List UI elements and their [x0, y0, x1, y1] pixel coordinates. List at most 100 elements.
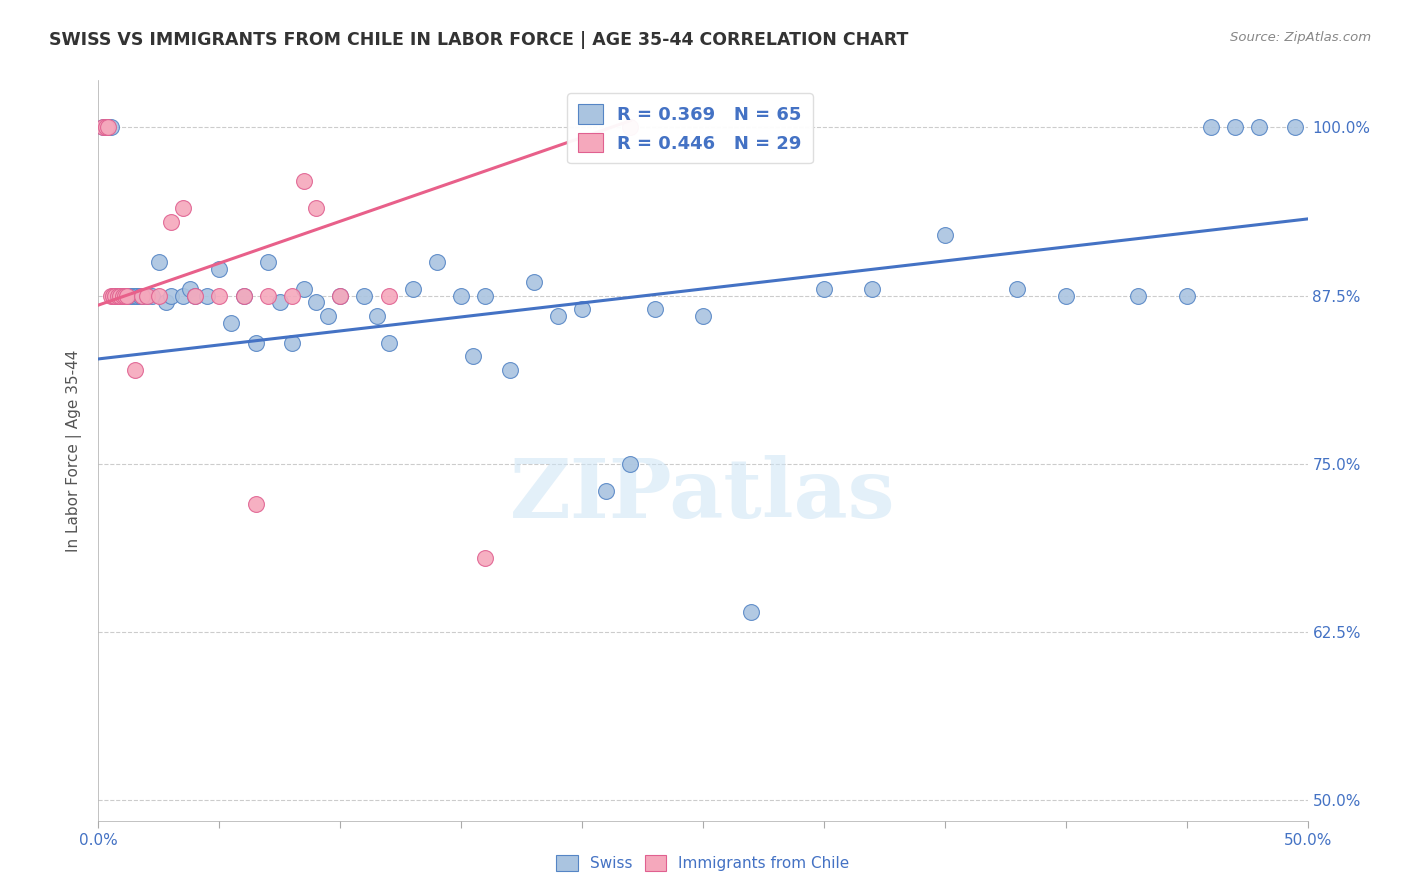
Point	[1284, 120, 1306, 135]
Point	[245, 335, 267, 350]
Point	[114, 288, 136, 302]
Point	[329, 288, 352, 302]
Point	[208, 288, 231, 302]
Point	[426, 255, 449, 269]
Point	[1128, 288, 1150, 302]
Point	[232, 288, 254, 302]
Point	[1223, 120, 1246, 135]
Point	[450, 288, 472, 302]
Point	[100, 288, 122, 302]
Point	[148, 255, 170, 269]
Text: SWISS VS IMMIGRANTS FROM CHILE IN LABOR FORCE | AGE 35-44 CORRELATION CHART: SWISS VS IMMIGRANTS FROM CHILE IN LABOR …	[49, 31, 908, 49]
Point	[91, 120, 114, 135]
Point	[118, 288, 141, 302]
Point	[107, 288, 129, 302]
Text: ZIPatlas: ZIPatlas	[510, 455, 896, 535]
Point	[474, 288, 496, 302]
Point	[127, 288, 149, 302]
Point	[644, 302, 666, 317]
Y-axis label: In Labor Force | Age 35-44: In Labor Force | Age 35-44	[66, 350, 83, 551]
Point	[813, 282, 835, 296]
Point	[292, 174, 315, 188]
Point	[571, 302, 593, 317]
Point	[101, 288, 124, 302]
Point	[619, 457, 641, 471]
Point	[141, 288, 163, 302]
Point	[121, 288, 143, 302]
Point	[377, 288, 399, 302]
Point	[128, 288, 150, 302]
Point	[97, 120, 120, 135]
Point	[135, 288, 157, 302]
Point	[692, 309, 714, 323]
Point	[179, 282, 201, 296]
Point	[208, 261, 231, 276]
Point	[474, 551, 496, 566]
Point	[256, 288, 278, 302]
Point	[94, 120, 117, 135]
Point	[100, 120, 122, 135]
Point	[104, 288, 127, 302]
Point	[1199, 120, 1222, 135]
Point	[523, 275, 546, 289]
Point	[269, 295, 291, 310]
Point	[160, 214, 183, 228]
Point	[107, 288, 129, 302]
Point	[131, 288, 153, 302]
Point	[172, 288, 194, 302]
Point	[619, 120, 641, 135]
Point	[108, 288, 131, 302]
Text: Source: ZipAtlas.com: Source: ZipAtlas.com	[1230, 31, 1371, 45]
Point	[108, 288, 131, 302]
Point	[281, 335, 304, 350]
Point	[155, 295, 177, 310]
Point	[366, 309, 388, 323]
Point	[97, 120, 120, 135]
Point	[124, 362, 146, 376]
Point	[221, 316, 243, 330]
Point	[595, 483, 617, 498]
Point	[172, 201, 194, 215]
Point	[740, 605, 762, 619]
Point	[1249, 120, 1271, 135]
Point	[91, 120, 114, 135]
Legend: R = 0.369   N = 65, R = 0.446   N = 29: R = 0.369 N = 65, R = 0.446 N = 29	[567, 93, 813, 163]
Point	[114, 288, 136, 302]
Point	[131, 288, 153, 302]
Point	[148, 288, 170, 302]
Point	[463, 349, 485, 363]
Point	[1175, 288, 1198, 302]
Legend: Swiss, Immigrants from Chile: Swiss, Immigrants from Chile	[550, 849, 856, 877]
Point	[934, 228, 956, 243]
Point	[256, 255, 278, 269]
Point	[498, 362, 520, 376]
Point	[160, 288, 183, 302]
Point	[402, 282, 425, 296]
Point	[184, 288, 207, 302]
Point	[101, 288, 124, 302]
Point	[104, 288, 127, 302]
Point	[117, 288, 139, 302]
Point	[316, 309, 339, 323]
Point	[281, 288, 304, 302]
Point	[329, 288, 352, 302]
Point	[195, 288, 218, 302]
Point	[111, 288, 134, 302]
Point	[305, 295, 328, 310]
Point	[184, 288, 207, 302]
Point	[292, 282, 315, 296]
Point	[117, 288, 139, 302]
Point	[305, 201, 328, 215]
Point	[232, 288, 254, 302]
Point	[377, 335, 399, 350]
Point	[111, 288, 134, 302]
Point	[860, 282, 883, 296]
Point	[124, 288, 146, 302]
Point	[1007, 282, 1029, 296]
Point	[245, 497, 267, 511]
Point	[135, 288, 157, 302]
Point	[547, 309, 569, 323]
Point	[94, 120, 117, 135]
Point	[353, 288, 375, 302]
Point	[1054, 288, 1077, 302]
